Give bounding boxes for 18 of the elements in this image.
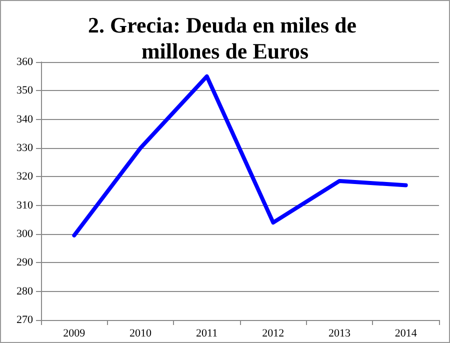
y-tick-label: 280	[16, 285, 34, 298]
y-tick-label: 320	[16, 170, 34, 183]
y-tick-label: 300	[16, 228, 34, 240]
y-tick-label: 360	[16, 56, 34, 68]
y-tick-label: 270	[16, 314, 34, 326]
x-tick-label: 2011	[196, 328, 218, 340]
y-tick-label: 290	[16, 256, 34, 269]
x-tick-label: 2012	[262, 328, 284, 340]
y-tick-label: 340	[16, 113, 34, 126]
x-tick-label: 2014	[394, 328, 418, 340]
x-tick-label: 2013	[328, 328, 351, 340]
x-tick-label: 2010	[130, 328, 152, 340]
y-tick-label: 310	[16, 199, 34, 212]
chart-title: 2. Grecia: Deuda en miles de millones de Euros	[88, 12, 362, 64]
line-series	[72, 74, 408, 238]
y-tick-label: 330	[16, 142, 34, 154]
x-tick-label: 2009	[63, 328, 86, 340]
y-tick-label: 350	[16, 84, 34, 97]
